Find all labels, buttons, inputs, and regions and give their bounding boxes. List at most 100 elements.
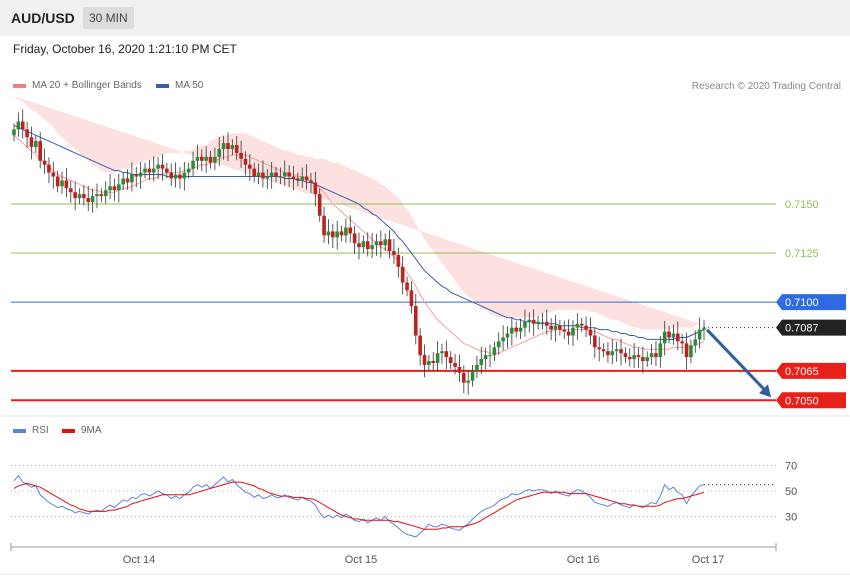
candle [374, 233, 379, 256]
level-tag-0.7065: 0.7065 [776, 362, 846, 379]
candle-body [501, 337, 505, 342]
candle [457, 354, 462, 382]
candle-body [540, 321, 545, 323]
candle-body [195, 156, 200, 161]
candle [156, 157, 160, 180]
candle-body [405, 282, 409, 291]
candle [641, 346, 645, 374]
candle [230, 139, 235, 155]
candle [344, 218, 348, 243]
candle [435, 341, 440, 373]
candle-body [610, 351, 615, 356]
candle [73, 181, 77, 211]
candle [540, 312, 545, 330]
candle-body [12, 129, 16, 136]
candle-body [344, 227, 348, 236]
candle-body [571, 327, 575, 336]
candle-body [593, 335, 597, 348]
candle-body [505, 333, 510, 338]
candle [304, 164, 309, 190]
candle-body [304, 176, 309, 181]
candle-body [693, 339, 698, 346]
candle-body [566, 331, 571, 336]
candle [248, 154, 252, 181]
candle [186, 162, 191, 179]
rsi-level-label-30: 30 [785, 512, 797, 524]
candle-body [492, 347, 497, 356]
level-tag-bg-0.7100 [776, 294, 846, 311]
candle-body [400, 266, 405, 283]
candle-body [383, 239, 388, 246]
candle [697, 317, 702, 349]
candle [291, 165, 296, 191]
candle [675, 321, 680, 351]
candle [99, 188, 104, 203]
candle [527, 312, 532, 333]
candle-body [25, 129, 29, 138]
projection-arrow-line [705, 328, 768, 393]
current-price-tag [776, 319, 846, 336]
candle [38, 132, 43, 169]
candle [16, 112, 21, 137]
candle-body [448, 357, 453, 363]
candle [536, 315, 540, 330]
candle [25, 121, 29, 148]
candle-body [38, 141, 43, 161]
candle [422, 344, 427, 378]
candle [431, 352, 436, 371]
candle [326, 219, 331, 245]
level-label-0.7125: 0.7125 [785, 248, 819, 260]
candle [143, 162, 147, 179]
candle-body [330, 231, 335, 238]
candle [409, 281, 414, 314]
legend-9ma: 9MA [62, 425, 102, 436]
candle [121, 172, 125, 191]
candle-body [213, 156, 217, 163]
instrument-title: AUD/USD [11, 10, 75, 26]
candle [680, 333, 684, 354]
candle-body [300, 176, 305, 181]
candle-body [536, 321, 540, 324]
candle [667, 325, 671, 344]
candle [361, 235, 366, 254]
candle [632, 342, 636, 369]
candle [278, 167, 283, 184]
candle-body [601, 349, 606, 352]
candle-body [379, 241, 383, 246]
candle [365, 232, 370, 257]
candle [496, 332, 501, 355]
candle-body [20, 121, 25, 130]
candle [593, 328, 597, 358]
candle-body [134, 174, 139, 177]
candle-body [221, 143, 226, 150]
candle [571, 320, 575, 347]
candle-body [518, 327, 523, 332]
x-tick-label: Oct 15 [345, 554, 377, 566]
candle-body [697, 329, 702, 340]
candle [208, 150, 213, 169]
candle [64, 168, 69, 198]
candle [317, 188, 322, 222]
candle-body [510, 327, 514, 334]
candle-body [374, 241, 379, 246]
candle [466, 370, 470, 395]
candle [658, 335, 663, 368]
level-tag-bg-0.7050 [776, 392, 846, 409]
series-9ma-line [13, 481, 705, 530]
candle [134, 167, 139, 188]
candle [392, 238, 396, 265]
candle [396, 247, 401, 278]
candle [562, 320, 567, 340]
timeframe-badge[interactable]: 30 MIN [83, 7, 134, 29]
candle [339, 225, 344, 242]
candle [117, 173, 121, 203]
candle-body [178, 174, 182, 179]
legend-9ma-label: 9MA [81, 425, 102, 436]
candle-body [42, 160, 47, 165]
candle-body [370, 245, 374, 250]
candle-body [339, 231, 344, 236]
x-tick-label: Oct 16 [567, 554, 599, 566]
candle-body [671, 333, 676, 338]
candle [610, 339, 615, 365]
candle [470, 364, 475, 387]
